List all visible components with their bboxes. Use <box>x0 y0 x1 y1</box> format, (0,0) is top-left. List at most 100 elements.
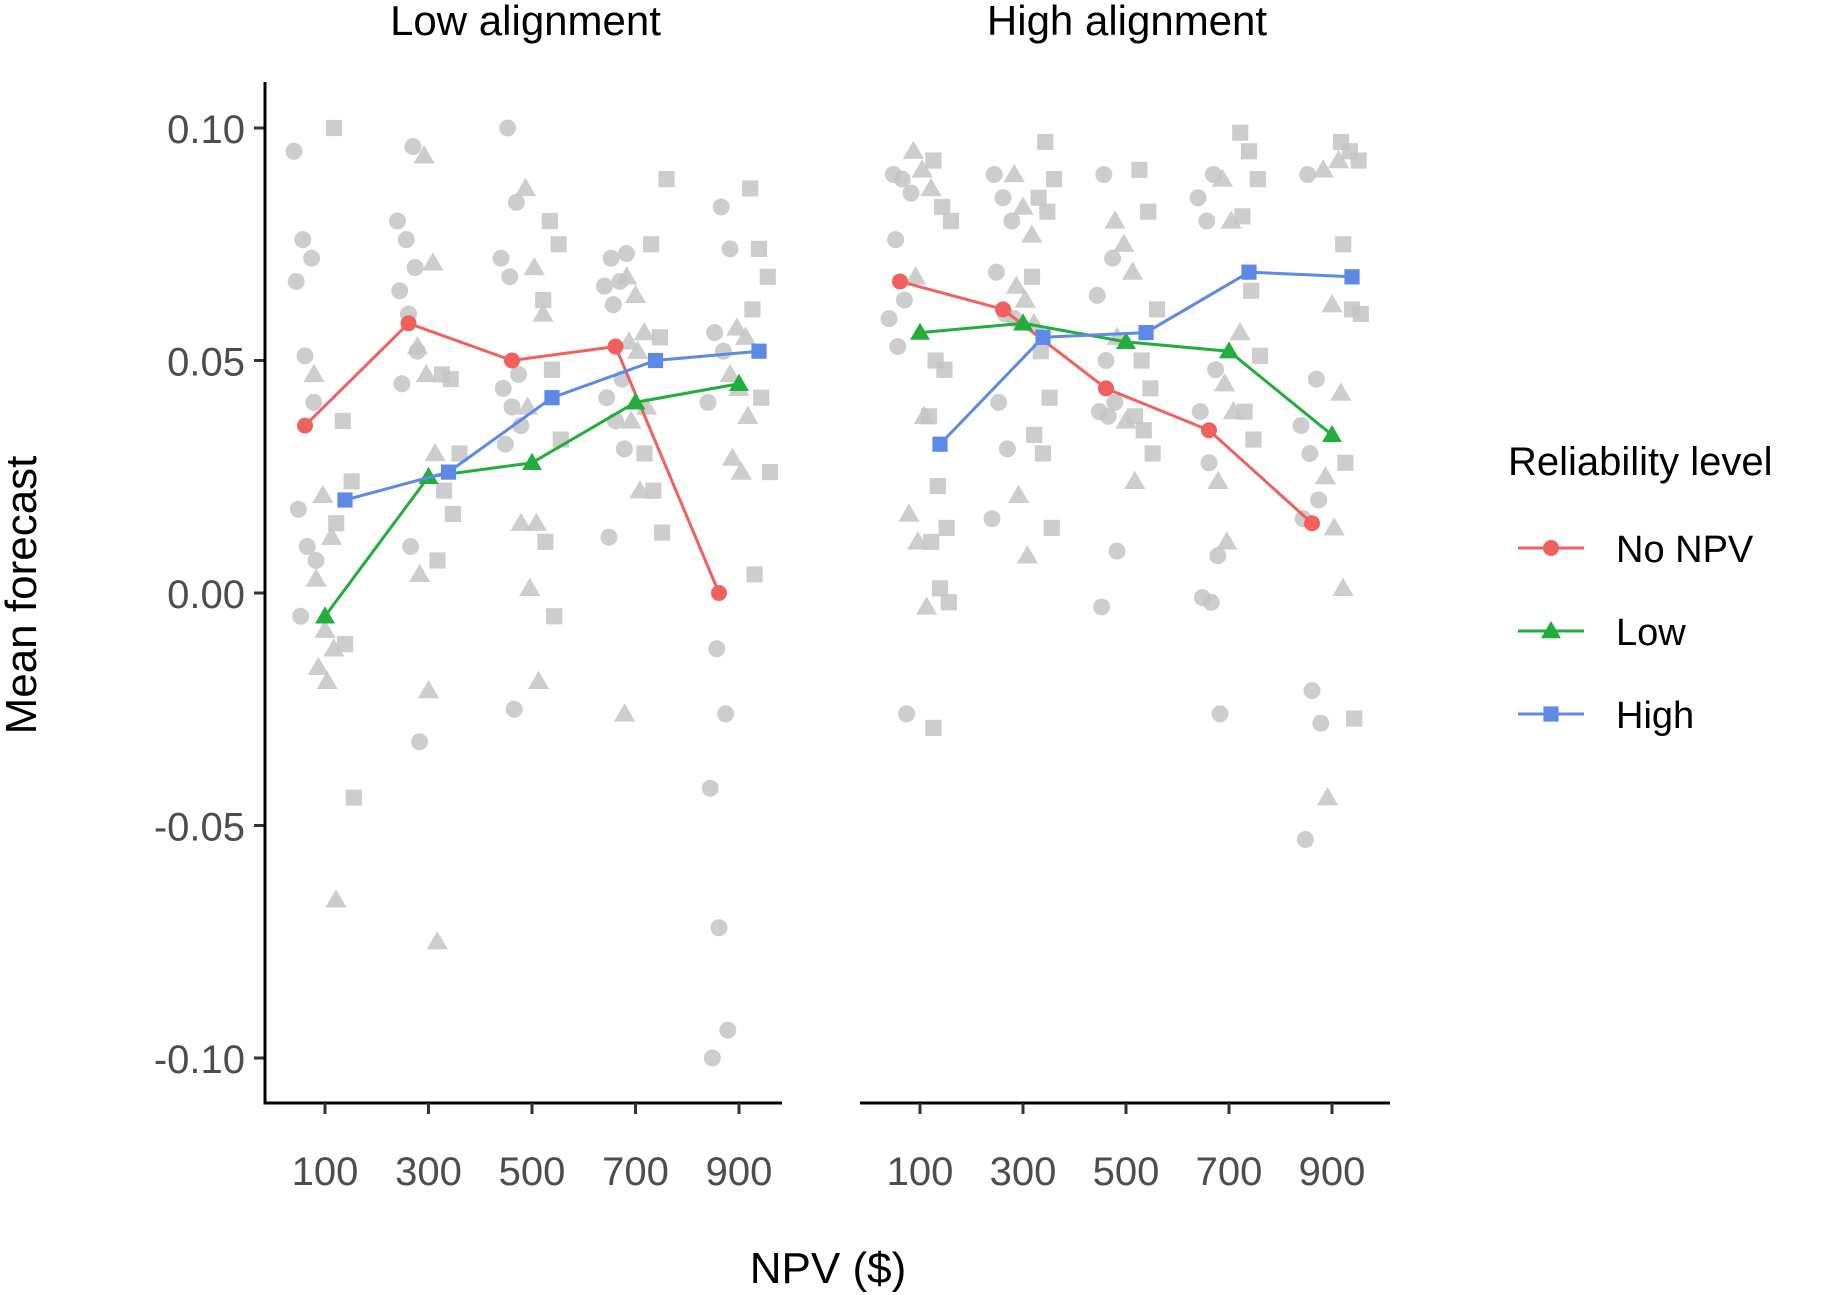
raw-point <box>898 705 916 723</box>
raw-point <box>706 324 724 342</box>
raw-point <box>503 398 521 416</box>
raw-point <box>1108 542 1126 560</box>
raw-point <box>316 670 338 689</box>
series-point <box>995 301 1011 318</box>
raw-point <box>893 170 911 188</box>
raw-point <box>429 552 446 569</box>
raw-point <box>1093 598 1111 616</box>
raw-point <box>402 538 420 555</box>
raw-point <box>492 249 510 267</box>
raw-point <box>1323 517 1345 536</box>
raw-point <box>532 303 554 322</box>
raw-point <box>1321 294 1343 313</box>
series-point <box>625 392 646 410</box>
raw-point <box>305 568 327 587</box>
series-point <box>892 273 908 290</box>
legend-entry-low: Low <box>1518 612 1686 654</box>
raw-point <box>1211 168 1234 187</box>
raw-point <box>616 266 638 285</box>
series-low <box>910 313 1342 443</box>
raw-point <box>312 484 334 503</box>
raw-point <box>1234 208 1251 225</box>
raw-point <box>994 189 1012 207</box>
raw-point <box>1346 710 1363 727</box>
raw-point <box>550 236 567 253</box>
raw-point <box>514 177 537 197</box>
raw-point <box>887 231 905 249</box>
raw-point <box>1104 210 1126 229</box>
raw-point <box>1099 407 1117 425</box>
series-point <box>1219 341 1239 359</box>
raw-point <box>627 340 649 359</box>
raw-point <box>501 268 519 286</box>
raw-point <box>902 140 925 159</box>
raw-point <box>911 159 933 178</box>
raw-point <box>629 480 651 499</box>
raw-point <box>1198 212 1216 230</box>
raw-point <box>721 447 744 466</box>
raw-point <box>1236 403 1253 420</box>
raw-point <box>298 538 316 555</box>
raw-point <box>1003 163 1025 183</box>
raw-point <box>1126 408 1144 425</box>
raw-point <box>397 231 415 249</box>
raw-point <box>345 789 362 806</box>
raw-point <box>303 363 325 383</box>
raw-point <box>1352 305 1369 323</box>
raw-point <box>750 240 768 257</box>
raw-point <box>1007 484 1030 503</box>
raw-point <box>618 331 640 350</box>
raw-point <box>902 184 920 202</box>
y-axis-title: Mean forecast <box>0 456 46 735</box>
raw-point <box>424 442 446 462</box>
raw-point <box>1312 714 1330 732</box>
raw-point <box>292 607 310 625</box>
raw-point <box>1032 343 1049 360</box>
raw-point <box>895 291 913 309</box>
x-tick-label: 900 <box>1299 1150 1366 1194</box>
raw-point <box>889 338 907 356</box>
raw-point <box>1209 547 1227 565</box>
series-point <box>522 452 542 470</box>
raw-point <box>287 272 305 290</box>
raw-point <box>1307 370 1325 388</box>
raw-point <box>923 533 940 550</box>
raw-point <box>990 393 1008 411</box>
raw-point <box>708 640 726 658</box>
raw-point <box>734 326 757 345</box>
raw-point <box>920 177 942 197</box>
series-point <box>1098 380 1114 397</box>
raw-point <box>633 321 655 341</box>
raw-point <box>1337 454 1354 471</box>
raw-point <box>1249 171 1266 188</box>
raw-point <box>596 277 613 295</box>
x-axis-title: NPV ($) <box>750 1244 906 1293</box>
raw-point <box>422 252 444 271</box>
raw-point <box>328 515 345 532</box>
legend-label: Low <box>1616 612 1686 654</box>
raw-point <box>334 412 351 430</box>
y-axis: 0.10 0.05 0.00 -0.05 -0.10 <box>154 108 265 1082</box>
series-point <box>751 343 767 359</box>
raw-point <box>1026 426 1043 443</box>
raw-point <box>1251 347 1269 364</box>
raw-point <box>1296 830 1314 848</box>
raw-point <box>510 512 532 531</box>
raw-point <box>598 389 616 407</box>
raw-points <box>880 124 1369 848</box>
raw-point <box>543 361 561 378</box>
series-point <box>1344 269 1360 285</box>
raw-point <box>880 310 898 328</box>
raw-point <box>699 393 717 411</box>
raw-point <box>525 512 548 531</box>
raw-point <box>523 256 545 276</box>
raw-point <box>1310 491 1328 509</box>
x-tick-label: 700 <box>602 1150 669 1194</box>
series-point <box>337 492 353 508</box>
raw-point <box>645 482 662 499</box>
raw-point <box>925 152 942 169</box>
raw-point <box>942 212 960 230</box>
raw-point <box>753 389 770 406</box>
legend-label: High <box>1616 695 1694 737</box>
raw-point <box>719 363 741 383</box>
